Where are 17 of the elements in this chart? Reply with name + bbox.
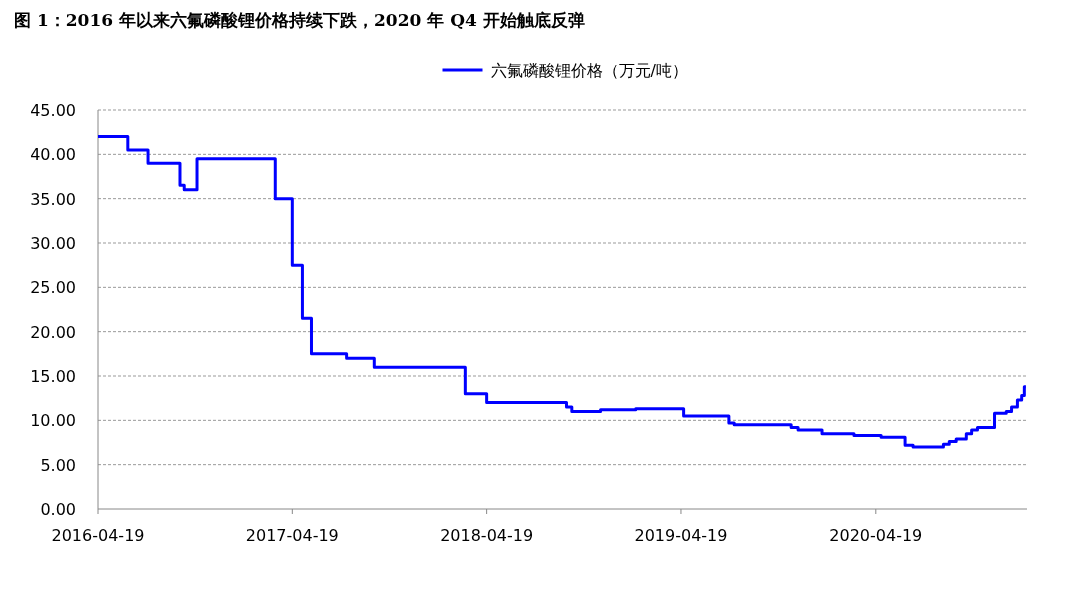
y-tick-label: 15.00 [30, 367, 76, 386]
y-tick-label: 20.00 [30, 322, 76, 342]
y-tick-label: 30.00 [30, 234, 76, 253]
y-tick-label: 0.00 [40, 500, 76, 519]
x-tick-label: 2016-04-19 [51, 526, 145, 545]
y-tick-label: 5.00 [40, 455, 76, 475]
x-tick-label: 2020-04-19 [829, 526, 923, 545]
y-tick-label: 45.00 [30, 101, 76, 120]
x-tick-label: 2019-04-19 [634, 526, 728, 545]
y-tick-label: 35.00 [30, 189, 76, 209]
legend-label: 六氟磷酸锂价格（万元/吨） [490, 61, 688, 80]
y-tick-label: 40.00 [30, 145, 76, 165]
x-tick-label: 2018-04-19 [440, 526, 534, 545]
x-tick-label: 2017-04-19 [245, 526, 339, 545]
y-tick-label: 10.00 [30, 411, 76, 431]
chart-title: 图 1：2016 年以来六氟磷酸锂价格持续下跌，2020 年 Q4 开始触底反弹 [14, 10, 585, 30]
y-tick-label: 25.00 [30, 278, 76, 298]
